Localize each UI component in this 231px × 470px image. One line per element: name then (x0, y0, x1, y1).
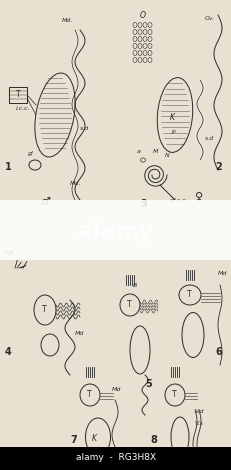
Text: ef.s.c: ef.s.c (169, 198, 186, 203)
Text: alamy: alamy (78, 222, 153, 242)
Text: a: a (137, 149, 140, 154)
Text: F.B: F.B (5, 251, 14, 256)
Text: T: T (87, 390, 91, 399)
Text: K: K (92, 434, 97, 443)
Text: T: T (186, 290, 191, 299)
Text: 4: 4 (5, 347, 12, 357)
Text: ♂: ♂ (40, 197, 50, 207)
Text: alamy  -  RG3H8X: alamy - RG3H8X (76, 454, 155, 462)
Text: s.d: s.d (80, 126, 89, 131)
Text: 7: 7 (70, 435, 76, 445)
Text: T: T (16, 90, 21, 99)
Text: K: K (169, 113, 174, 122)
Text: Ov.: Ov. (204, 16, 214, 21)
Text: 8: 8 (149, 435, 156, 445)
Text: Md.: Md. (70, 181, 81, 186)
Bar (0, 200, 231, 260)
Text: gl: gl (28, 151, 33, 156)
Text: N: N (164, 153, 169, 158)
Text: l.c.c.: l.c.c. (16, 106, 30, 111)
Bar (0, 447, 231, 470)
Text: V.d: V.d (194, 409, 204, 414)
Text: T: T (42, 305, 46, 314)
Text: 2: 2 (214, 162, 221, 172)
Text: B: B (132, 283, 137, 288)
Text: 3: 3 (139, 199, 146, 209)
Text: s.d: s.d (204, 136, 213, 141)
Text: ♀: ♀ (194, 192, 202, 202)
Bar (9, 87, 27, 103)
Text: O: O (139, 11, 145, 20)
Text: Md.: Md. (62, 18, 73, 23)
Text: Md: Md (75, 331, 84, 336)
Text: T: T (171, 390, 176, 399)
Text: 6: 6 (214, 347, 221, 357)
Text: 5: 5 (144, 379, 151, 389)
Text: T: T (126, 300, 131, 309)
Text: V.s: V.s (194, 421, 203, 426)
Text: 1: 1 (5, 162, 12, 172)
Text: Md: Md (217, 271, 226, 276)
Text: Ur: Ur (164, 459, 171, 464)
Text: jo: jo (171, 129, 176, 134)
Text: M: M (152, 149, 158, 154)
Text: Md: Md (112, 387, 121, 392)
